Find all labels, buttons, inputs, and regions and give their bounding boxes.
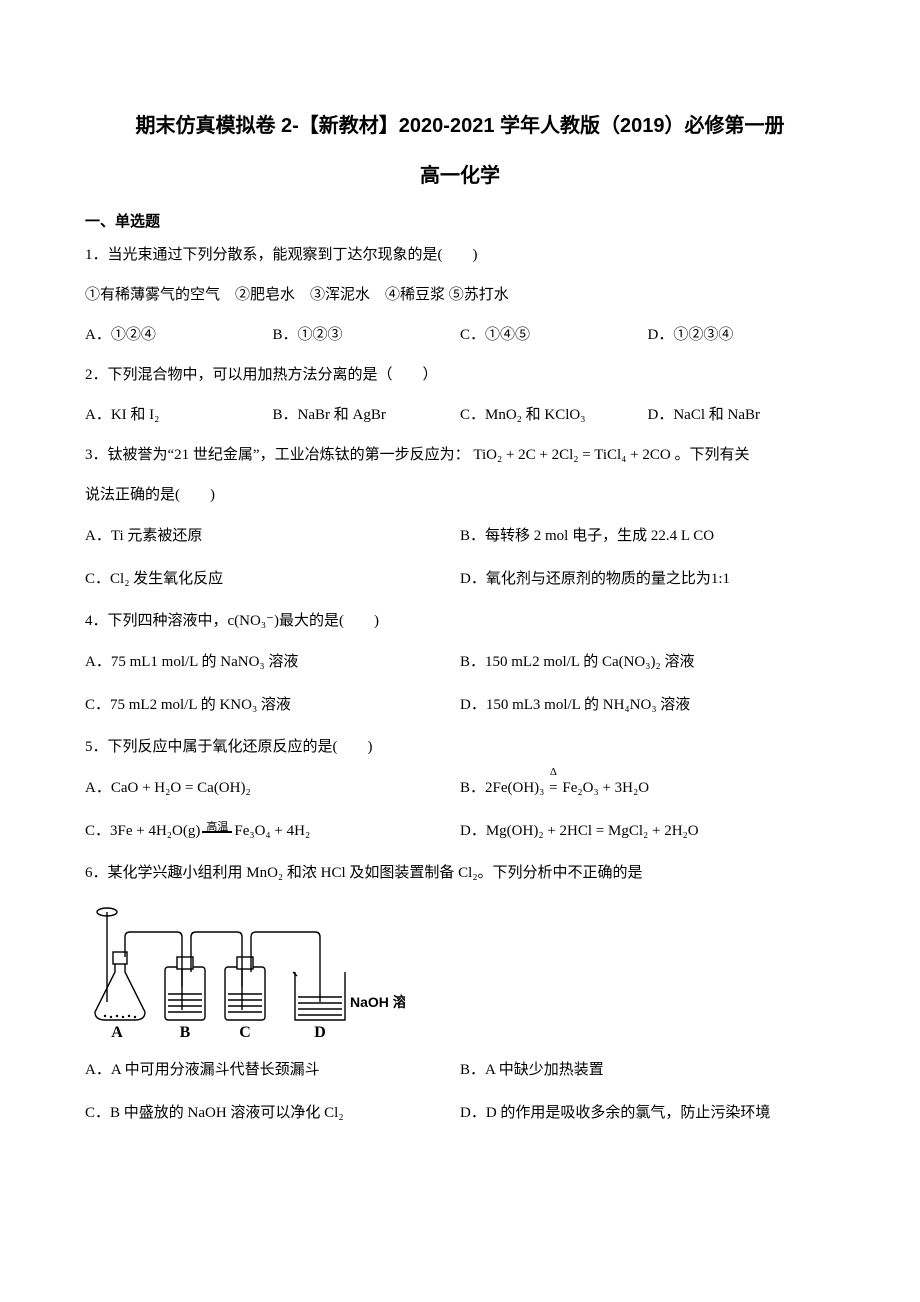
q3-c-body: Cl₂ <box>110 571 129 587</box>
q4-opt-c: C．75 mL2 mol/L 的 KNO₃ 溶液 <box>85 689 460 722</box>
q6-opt-c: C．B 中盛放的 NaOH 溶液可以净化 Cl₂ <box>85 1097 460 1130</box>
q4-stem-post: )最大的是( ) <box>274 613 379 629</box>
q5-a-eq: CaO + H₂O = Ca(OH)₂ <box>111 780 251 796</box>
q3-opt-d: D．氧化剂与还原剂的物质的量之比为1:1 <box>460 563 835 596</box>
q3-d-ratio: 1:1 <box>711 571 730 587</box>
q6-stem: 6．某化学兴趣小组利用 MnO₂ 和浓 HCl 及如图装置制备 Cl₂。下列分析… <box>85 858 835 888</box>
q3-stem-post: 。下列有关 <box>674 447 749 463</box>
q5-c-eq: 3Fe + 4H₂O(g)高温Fe₃O₄ + 4H₂ <box>110 823 310 839</box>
q6-options-row2: C．B 中盛放的 NaOH 溶液可以净化 Cl₂ D．D 的作用是吸收多余的氯气… <box>85 1097 835 1130</box>
q6-opt-a: A．A 中可用分液漏斗代替长颈漏斗 <box>85 1054 460 1087</box>
q6-apparatus-figure: A B C D NaOH 溶液 <box>85 902 835 1042</box>
q5-b-eq1: 2Fe(OH)₃ <box>485 780 544 796</box>
q3-b-mid: 2 mol <box>534 528 569 544</box>
q1-items: ①有稀薄雾气的空气 ②肥皂水 ③浑泥水 ④稀豆浆 ⑤苏打水 <box>85 280 835 310</box>
q4-opt-b: B．150 mL2 mol/L 的 Ca(NO₃)₂ 溶液 <box>460 646 835 679</box>
q2-opt-a: A．KI 和 I₂ <box>85 400 273 430</box>
q4-stem-pre: 4．下列四种溶液中，c( <box>85 613 239 629</box>
q1-opt-c: C．①④⑤ <box>460 320 648 350</box>
q3-a-post: 元素被还原 <box>124 528 203 544</box>
q4-opt-a: A．75 mL1 mol/L 的 NaNO₃ 溶液 <box>85 646 460 679</box>
q6-opt-b: B．A 中缺少加热装置 <box>460 1054 835 1087</box>
q3-b-mid2: 电子，生成 <box>568 528 651 544</box>
q5-d-eq: Mg(OH)₂ + 2HCl = MgCl₂ + 2H₂O <box>486 823 699 839</box>
q5-c-eq1: 3Fe + 4H₂O(g) <box>110 823 200 839</box>
q3-c-pre: C． <box>85 571 110 587</box>
apparatus-svg: A B C D NaOH 溶液 <box>85 902 405 1042</box>
q5-d-pre: D． <box>460 823 486 839</box>
q3-c-post: 发生氧化反应 <box>129 571 223 587</box>
q5-options-row1: A．CaO + H₂O = Ca(OH)₂ B．2Fe(OH)₃Δ=Fe₂O₃ … <box>85 772 835 805</box>
q3-a-body: Ti <box>111 528 124 544</box>
q3-d-pre: D．氧化剂与还原剂的物质的量之比为 <box>460 571 711 587</box>
q3-opt-c: C．Cl₂ 发生氧化反应 <box>85 563 460 596</box>
q4-options-row1: A．75 mL1 mol/L 的 NaNO₃ 溶液 B．150 mL2 mol/… <box>85 646 835 679</box>
q3-stem: 3．钛被誉为“21 世纪金属”，工业冶炼钛的第一步反应为： TiO₂ + 2C … <box>85 440 835 470</box>
q5-opt-d: D．Mg(OH)₂ + 2HCl = MgCl₂ + 2H₂O <box>460 815 835 848</box>
q2-stem: 2．下列混合物中，可以用加热方法分离的是（ ） <box>85 360 835 390</box>
q3-opt-b: B．每转移 2 mol 电子，生成 22.4 L CO <box>460 520 835 553</box>
label-A: A <box>111 1024 123 1041</box>
q3-options-row1: A．Ti 元素被还原 B．每转移 2 mol 电子，生成 22.4 L CO <box>85 520 835 553</box>
title-main: 期末仿真模拟卷 2-【新教材】2020-2021 学年人教版（2019）必修第一… <box>85 110 835 142</box>
q3-equation: TiO₂ + 2C + 2Cl₂ = TiCl₄ + 2CO <box>473 447 670 463</box>
q4-stem: 4．下列四种溶液中，c(NO₃⁻)最大的是( ) <box>85 606 835 636</box>
q5-c-cond: 高温 <box>202 815 232 839</box>
title-sub: 高一化学 <box>85 160 835 192</box>
q2-opt-b: B．NaBr 和 AgBr <box>273 400 461 430</box>
q5-opt-b: B．2Fe(OH)₃Δ=Fe₂O₃ + 3H₂O <box>460 772 835 805</box>
q3-a-pre: A． <box>85 528 111 544</box>
q3-line2: 说法正确的是( ) <box>85 480 835 510</box>
q3-b-end: 22.4 L CO <box>651 528 714 544</box>
q6-opt-d: D．D 的作用是吸收多余的氯气，防止污染环境 <box>460 1097 835 1130</box>
q5-b-eq: 2Fe(OH)₃Δ=Fe₂O₃ + 3H₂O <box>485 780 649 796</box>
q1-opt-d: D．①②③④ <box>648 320 836 350</box>
q5-opt-a: A．CaO + H₂O = Ca(OH)₂ <box>85 772 460 805</box>
q5-c-eq2: Fe₃O₄ + 4H₂ <box>234 823 310 839</box>
q4-opt-d: D．150 mL3 mol/L 的 NH₄NO₃ 溶液 <box>460 689 835 722</box>
q5-b-cond: Δ <box>544 760 562 784</box>
q2-options: A．KI 和 I₂ B．NaBr 和 AgBr C．MnO₂ 和 KClO₃ D… <box>85 400 835 430</box>
q3-b-pre: B．每转移 <box>460 528 534 544</box>
q4-ion: NO₃⁻ <box>239 613 274 629</box>
q2-opt-d: D．NaCl 和 NaBr <box>648 400 836 430</box>
q1-opt-b: B．①②③ <box>273 320 461 350</box>
q3-opt-a: A．Ti 元素被还原 <box>85 520 460 553</box>
naoh-label: NaOH 溶液 <box>350 994 405 1010</box>
q1-opt-a: A．①②④ <box>85 320 273 350</box>
q2-opt-c: C．MnO₂ 和 KClO₃ <box>460 400 648 430</box>
q1-options: A．①②④ B．①②③ C．①④⑤ D．①②③④ <box>85 320 835 350</box>
q4-options-row2: C．75 mL2 mol/L 的 KNO₃ 溶液 D．150 mL3 mol/L… <box>85 689 835 722</box>
q3-stem-pre: 3．钛被誉为“21 世纪金属”，工业冶炼钛的第一步反应为： <box>85 447 470 463</box>
q3-options-row2: C．Cl₂ 发生氧化反应 D．氧化剂与还原剂的物质的量之比为1:1 <box>85 563 835 596</box>
q5-c-pre: C． <box>85 823 110 839</box>
q5-stem: 5．下列反应中属于氧化还原反应的是( ) <box>85 732 835 762</box>
section-header-1: 一、单选题 <box>85 210 835 234</box>
label-C: C <box>239 1024 251 1041</box>
q5-b-eq2: Fe₂O₃ + 3H₂O <box>562 780 649 796</box>
q5-opt-c: C．3Fe + 4H₂O(g)高温Fe₃O₄ + 4H₂ <box>85 815 460 848</box>
label-D: D <box>314 1024 326 1041</box>
q1-stem: 1．当光束通过下列分散系，能观察到丁达尔现象的是( ) <box>85 240 835 270</box>
q5-a-pre: A． <box>85 780 111 796</box>
label-B: B <box>180 1024 191 1041</box>
q5-options-row2: C．3Fe + 4H₂O(g)高温Fe₃O₄ + 4H₂ D．Mg(OH)₂ +… <box>85 815 835 848</box>
q5-b-pre: B． <box>460 780 485 796</box>
q6-options-row1: A．A 中可用分液漏斗代替长颈漏斗 B．A 中缺少加热装置 <box>85 1054 835 1087</box>
